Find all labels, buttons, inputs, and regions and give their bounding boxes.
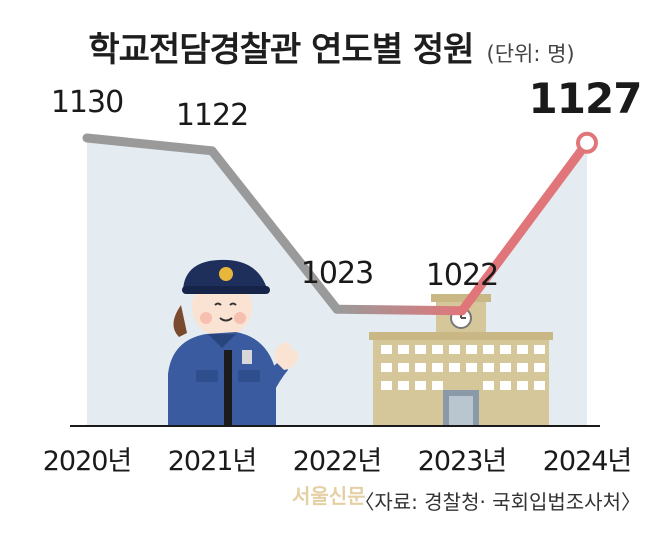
school-window [534,345,545,354]
school-window [415,381,426,390]
highlight-point-marker [576,131,598,154]
school-window [398,363,409,372]
x-tick-label: 2020년 [43,446,132,477]
school-window [398,381,409,390]
police-officer-icon [168,259,298,426]
school-window [466,363,477,372]
illustrations [168,259,553,426]
school-window [381,381,392,390]
school-window [432,363,443,372]
school-window [381,363,392,372]
school-window [483,381,494,390]
series-line-segment [207,146,342,314]
school-window [415,363,426,372]
school-window [500,381,511,390]
school-window [449,345,460,354]
school-window [432,381,443,390]
chart-title-row: 학교전담경찰관 연도별 정원 (단위: 명) [0,22,663,71]
school-window [449,363,460,372]
data-label: 1023 [301,256,373,291]
school-window [500,345,511,354]
series-line-segment [332,304,467,316]
data-label: 1127 [529,74,642,123]
school-window [534,363,545,372]
school-window [517,363,528,372]
data-label: 1122 [176,98,248,133]
watermark-logo: 서울신문 [292,484,366,508]
x-tick-label: 2023년 [418,446,507,477]
school-window [466,345,477,354]
school-window [517,381,528,390]
series-line-segment [82,133,217,156]
school-window [483,345,494,354]
school-building-icon [369,294,553,426]
school-window [483,363,494,372]
chart-title: 학교전담경찰관 연도별 정원 [88,30,474,70]
data-label: 1130 [51,85,123,120]
source-note: 〈자료: 경찰청· 국회입법조사처〉 [354,490,641,514]
x-tick-label: 2022년 [293,446,382,477]
school-window [534,381,545,390]
school-window [398,345,409,354]
school-window [415,345,426,354]
school-window [381,345,392,354]
series-line-segment [457,138,592,316]
data-label: 1022 [426,258,498,293]
x-tick-label: 2024년 [543,446,632,477]
school-window [517,345,528,354]
unit-label: (단위: 명) [486,42,575,66]
school-window [500,363,511,372]
x-tick-label: 2021년 [168,446,257,477]
school-window [432,345,443,354]
